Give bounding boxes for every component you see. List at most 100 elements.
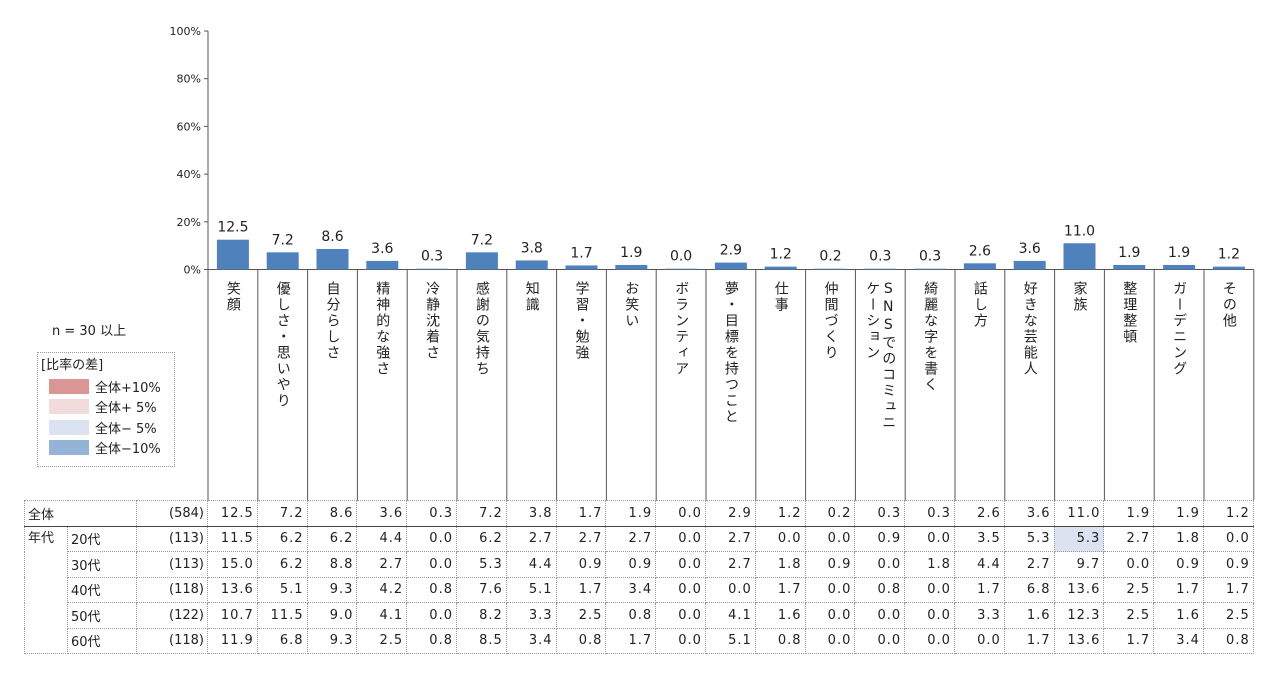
bar (1013, 260, 1046, 270)
bar (963, 263, 996, 270)
table-cell: 11.9 (207, 627, 258, 654)
table-cell: 0.9 (605, 551, 657, 578)
category-label: 好きな芸能人 (1022, 281, 1038, 377)
legend-item-minus5: 全体− 5% (41, 417, 174, 438)
table-cell: 6.2 (256, 551, 308, 578)
table-cell: 2.7 (356, 551, 408, 578)
table-cell: 0.0 (406, 551, 457, 578)
bar-value-label: 1.2 (1218, 247, 1240, 263)
bar-value-label: 0.3 (869, 249, 891, 265)
legend-swatch (49, 419, 89, 435)
table-cell: 1.9 (1153, 500, 1204, 527)
table-row: 40代 (118) 13.6 5.1 9.3 4.2 0.8 7.6 5.1 1.7 3.4 0.0 0… (25, 576, 1254, 603)
legend-label: 全体+ 5% (95, 401, 157, 417)
table-cell: 15.0 (207, 551, 258, 578)
table-cell: 1.8 (754, 551, 806, 578)
bar (864, 268, 897, 270)
table-cell: 0.0 (854, 602, 906, 629)
table-cell: 0.0 (854, 627, 906, 654)
table-cell: 2.7 (704, 551, 756, 578)
table-cell: 13.6 (1053, 627, 1105, 654)
table-cell: 2.7 (505, 525, 557, 552)
table-cell: 4.2 (356, 576, 408, 603)
table-row: 年代 20代 (113) 11.5 6.2 6.2 4.4 0.0 6.2 2.7 2.7 2.7 0.… (24, 525, 1254, 654)
category-label: 感謝の気持ち (474, 280, 490, 377)
category-label: ケーション (864, 281, 880, 361)
table-cell: 0.0 (655, 576, 706, 603)
bar (814, 268, 847, 270)
legend-item-minus10: 全体−10% (41, 438, 174, 459)
bar-value-label: 0.3 (919, 249, 941, 265)
table-cell: 6.2 (455, 525, 507, 552)
bar-value-label: 7.2 (471, 232, 493, 248)
table-cell: 0.8 (754, 627, 806, 654)
table-cell: 8.2 (455, 602, 507, 629)
table-cell: 0.0 (804, 576, 856, 603)
table-cell: 0.9 (804, 551, 856, 578)
sample-size-label: n = 30 以上 (52, 324, 127, 339)
table-cell: 12.3 (1053, 602, 1105, 629)
table-cell: 8.6 (306, 500, 358, 527)
y-tick-label: 40% (177, 168, 201, 181)
table-cell: 0.8 (854, 576, 906, 603)
category-label: 精神的な強さ (374, 281, 390, 377)
table-cell: 0.0 (904, 602, 955, 629)
bar (216, 239, 249, 270)
bar-value-label: 3.8 (521, 240, 543, 256)
category-label: 冷静沈着さ (424, 281, 440, 361)
base-count: (113) (136, 551, 208, 578)
table-cell: 1.7 (1003, 627, 1055, 654)
table-cell: 0.0 (804, 525, 856, 552)
table-cell: 3.3 (953, 602, 1005, 629)
row-label: 30代 (67, 551, 137, 578)
legend-title: [比率の差] (41, 358, 104, 373)
bar (416, 268, 449, 270)
table-cell: 0.3 (854, 500, 906, 527)
legend-item-plus10: 全体+10% (41, 376, 174, 397)
bar-value-label: 12.5 (217, 220, 248, 236)
row-label: 40代 (67, 576, 137, 603)
table-cell: 5.1 (505, 576, 557, 603)
legend-item-plus5: 全体+ 5% (41, 397, 174, 418)
category-labels: 笑顔 優しさ・思いやり 自分らしさ 精神的な強さ 冷静沈着さ 感謝の気持ち 知識 学習・勉強 お… (225, 280, 1237, 431)
table-cell: 11.5 (207, 525, 258, 552)
bar (914, 268, 947, 270)
bar-value-label: 1.9 (1118, 245, 1140, 261)
table-cell: 11.0 (1053, 500, 1105, 527)
base-count: (584) (136, 500, 208, 527)
table-cell: 5.3 (1053, 525, 1105, 552)
bar-value-label: 1.9 (620, 245, 642, 261)
y-tick-label: 80% (177, 73, 201, 86)
legend-swatch (49, 440, 89, 456)
base-count: (118) (136, 576, 208, 603)
category-label: 綺麗な字を書く (922, 281, 938, 393)
category-label: 笑顔 (225, 281, 241, 313)
base-count: (118) (136, 627, 208, 654)
table-cell: 4.4 (505, 551, 557, 578)
table-cell: 1.7 (605, 627, 657, 654)
bar-value-label: 1.2 (770, 247, 792, 263)
y-tick-label: 0% (184, 264, 201, 277)
table-row: 50代 (122) 10.7 11.5 9.0 4.1 0.0 8.2 3.3 2.5 0.8 0.0… (25, 602, 1254, 629)
table-cell: 1.2 (754, 500, 806, 527)
table-cell: 1.8 (904, 551, 955, 578)
table-cell: 0.0 (804, 602, 856, 629)
table-cell: 3.4 (605, 576, 657, 603)
y-tick-label: 20% (177, 216, 201, 229)
table-cell: 13.6 (207, 576, 258, 603)
category-label: 知識 (524, 280, 540, 313)
table-cell: 1.6 (1153, 602, 1204, 629)
bar (1212, 266, 1245, 270)
category-label: 家族 (1072, 280, 1088, 313)
table-cell: 3.4 (1153, 627, 1204, 654)
category-label: 優しさ・思いやり (275, 281, 291, 409)
table-cell: 2.9 (704, 500, 756, 527)
bar (714, 262, 747, 270)
table-cell: 0.9 (555, 551, 607, 578)
row-label: 20代 (67, 525, 137, 552)
table-cell: 5.3 (455, 551, 507, 578)
table-cell: 9.3 (306, 576, 358, 603)
table-cell: 0.0 (655, 551, 706, 578)
bar-value-label: 11.0 (1064, 223, 1095, 239)
bar-value-labels: 12.5 7.2 8.6 3.6 0.3 7.2 3.8 1.7 1.9 0.0 2.9 1.2 0.2… (217, 220, 1240, 265)
